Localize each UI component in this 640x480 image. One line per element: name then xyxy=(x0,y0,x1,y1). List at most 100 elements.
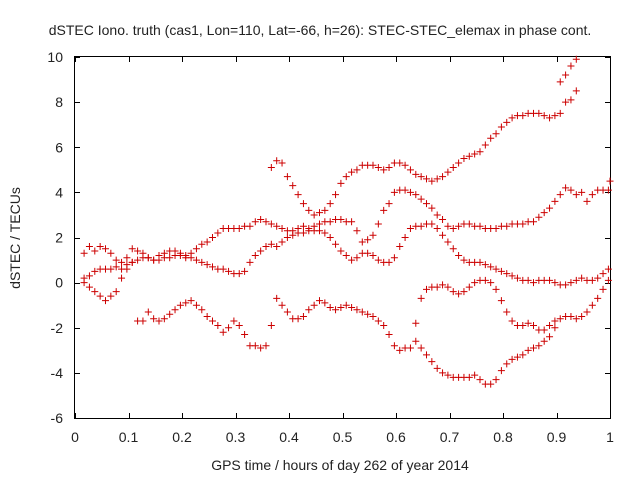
data-point xyxy=(348,256,356,264)
data-point xyxy=(433,175,441,183)
data-point xyxy=(315,209,323,217)
data-point xyxy=(321,299,329,307)
data-point xyxy=(85,243,93,251)
data-point xyxy=(203,312,211,320)
data-point xyxy=(369,161,377,169)
data-point xyxy=(562,281,570,289)
data-point xyxy=(315,297,323,305)
data-point xyxy=(139,317,147,325)
data-point xyxy=(273,294,281,302)
data-point xyxy=(214,229,222,237)
data-point xyxy=(417,222,425,230)
data-point xyxy=(278,224,286,232)
data-point xyxy=(492,224,500,232)
y-axis-ticks xyxy=(75,57,610,419)
data-point xyxy=(187,254,195,262)
data-point xyxy=(267,220,275,228)
data-point xyxy=(128,245,136,253)
data-point xyxy=(497,267,505,275)
data-point xyxy=(412,337,420,345)
data-point xyxy=(444,222,452,230)
data-point xyxy=(422,200,430,208)
data-point xyxy=(182,252,190,260)
data-point xyxy=(144,254,152,262)
data-point xyxy=(208,317,216,325)
data-point xyxy=(342,301,350,309)
data-point xyxy=(251,342,259,350)
data-point xyxy=(112,288,120,296)
data-point xyxy=(364,236,372,244)
data-point xyxy=(374,220,382,228)
data-point xyxy=(380,206,388,214)
data-point xyxy=(529,279,537,287)
data-point xyxy=(348,168,356,176)
data-point xyxy=(80,279,88,287)
data-point xyxy=(273,157,281,165)
data-point xyxy=(85,283,93,291)
data-point xyxy=(422,175,430,183)
data-point xyxy=(369,312,377,320)
data-point xyxy=(428,177,436,185)
data-point xyxy=(535,342,543,350)
data-point xyxy=(551,317,559,325)
data-point xyxy=(91,267,99,275)
data-point xyxy=(406,224,414,232)
data-point xyxy=(150,315,158,323)
data-point xyxy=(155,256,163,264)
data-point xyxy=(417,344,425,352)
data-point xyxy=(481,276,489,284)
data-point xyxy=(85,272,93,280)
data-point xyxy=(198,306,206,314)
chart-title: dSTEC Iono. truth (cas1, Lon=110, Lat=-6… xyxy=(49,22,592,38)
data-point xyxy=(465,220,473,228)
data-point xyxy=(390,254,398,262)
data-point xyxy=(219,328,227,336)
data-point xyxy=(503,270,511,278)
data-point xyxy=(214,321,222,329)
data-point xyxy=(332,191,340,199)
data-point xyxy=(390,342,398,350)
data-point xyxy=(535,213,543,221)
data-point xyxy=(503,360,511,368)
data-point xyxy=(578,274,586,282)
data-point xyxy=(267,240,275,248)
data-point xyxy=(572,276,580,284)
data-point xyxy=(406,344,414,352)
data-point xyxy=(594,294,602,302)
data-point xyxy=(465,373,473,381)
data-point xyxy=(604,265,612,273)
data-point xyxy=(444,168,452,176)
data-point xyxy=(455,290,463,298)
data-point xyxy=(396,159,404,167)
data-point xyxy=(492,376,500,384)
x-tick-label: 0 xyxy=(71,429,79,445)
data-point xyxy=(262,243,270,251)
data-point xyxy=(604,276,612,284)
data-point xyxy=(230,317,238,325)
data-point xyxy=(406,166,414,174)
series-arc-3 xyxy=(80,220,612,289)
data-point xyxy=(278,159,286,167)
data-point xyxy=(176,301,184,309)
data-point xyxy=(412,319,420,327)
data-point xyxy=(390,188,398,196)
data-point xyxy=(562,98,570,106)
data-point xyxy=(160,315,168,323)
data-point xyxy=(492,265,500,273)
x-tick-label: 0.2 xyxy=(172,429,192,445)
data-point xyxy=(91,247,99,255)
data-point xyxy=(412,170,420,178)
data-point xyxy=(551,197,559,205)
data-point xyxy=(374,256,382,264)
data-point xyxy=(219,265,227,273)
data-point xyxy=(107,265,115,273)
y-axis-tick-labels: -6 -4 -2 0 2 4 6 8 10 xyxy=(47,49,63,426)
data-point xyxy=(513,353,521,361)
data-point xyxy=(203,261,211,269)
data-point xyxy=(241,331,249,339)
data-point xyxy=(599,285,607,293)
data-point xyxy=(519,351,527,359)
x-tick-label: 0.1 xyxy=(119,429,139,445)
data-point xyxy=(487,263,495,271)
data-point xyxy=(257,344,265,352)
